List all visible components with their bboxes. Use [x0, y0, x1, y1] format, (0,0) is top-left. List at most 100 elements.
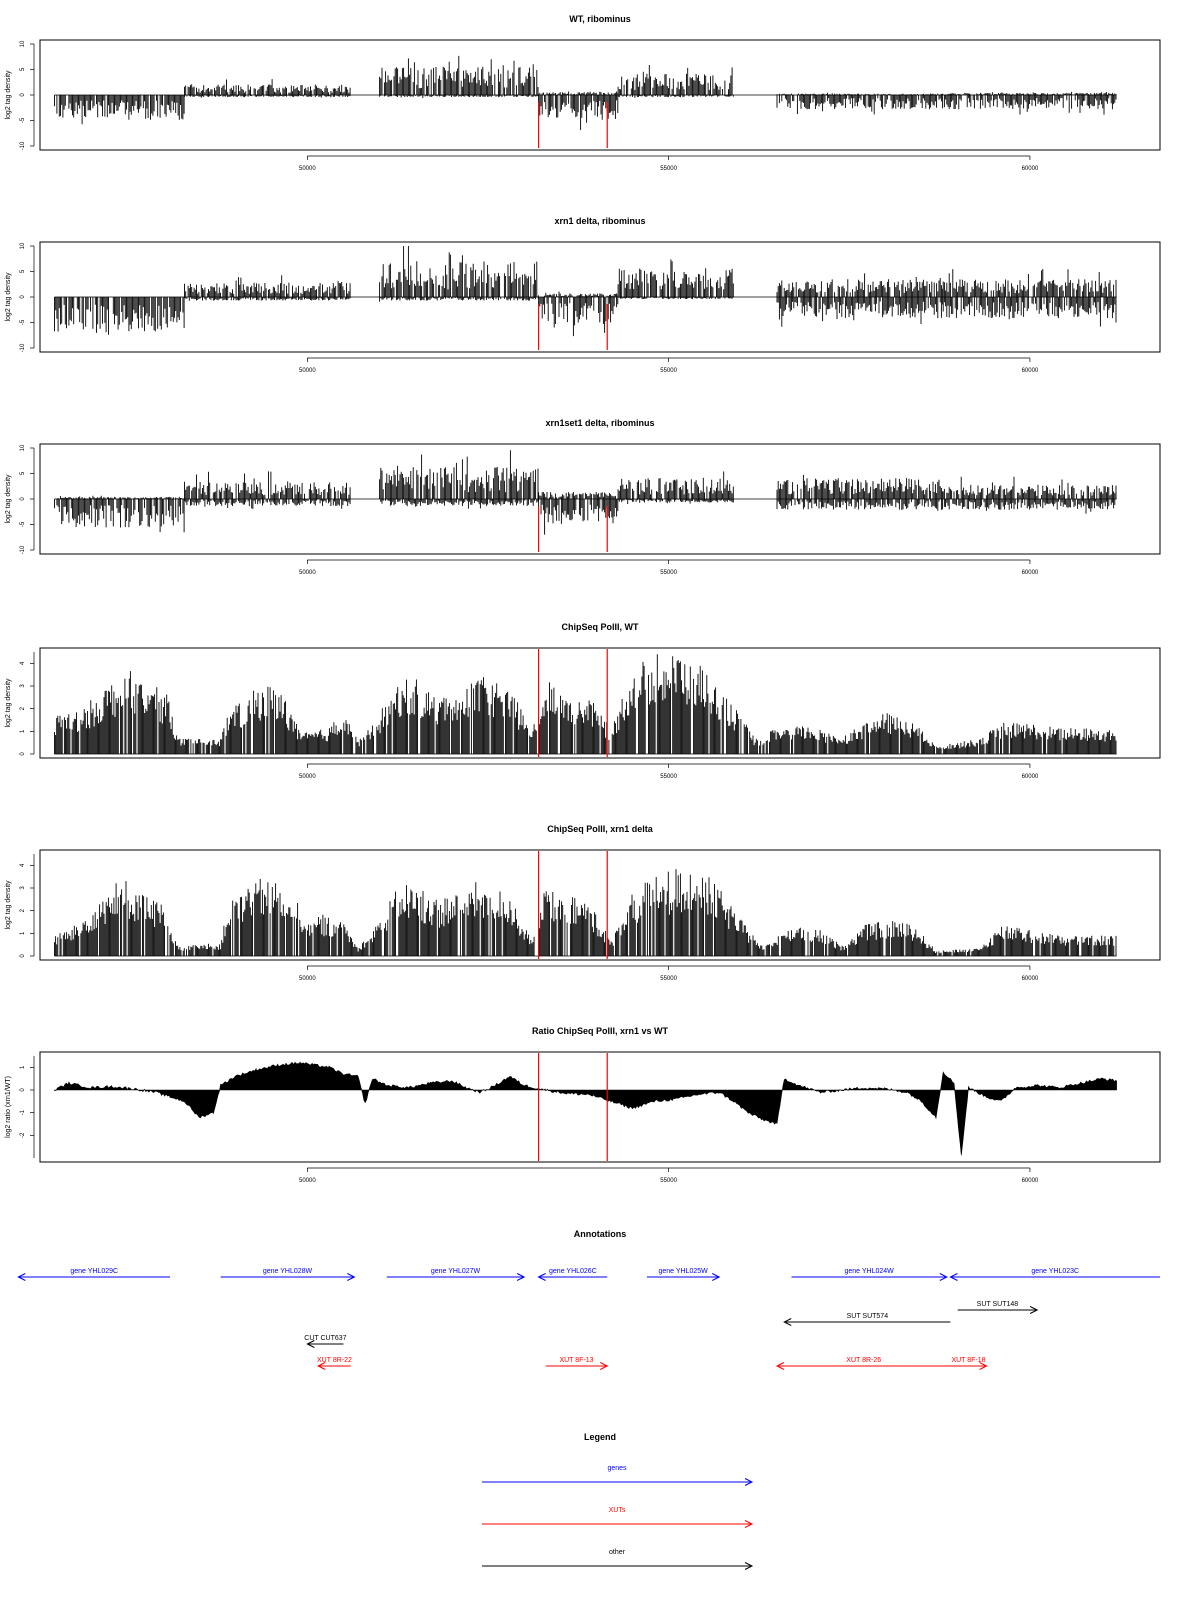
y-tick-label: 0 — [20, 93, 26, 97]
y-tick-label: -1 — [20, 1109, 26, 1115]
x-tick-label: 55000 — [660, 368, 677, 374]
y-tick-label: 0 — [20, 497, 26, 501]
y-tick-label: 0 — [20, 1088, 26, 1092]
plot-frame — [39, 849, 1161, 961]
arrow-head — [600, 1362, 609, 1370]
legend-arrow — [482, 1520, 754, 1528]
annotation-arrow — [646, 1273, 721, 1281]
annotation-arrow — [957, 1306, 1039, 1314]
legend-title: Legend — [584, 1432, 616, 1442]
x-tick-label: 55000 — [660, 570, 677, 576]
annotation-label: XUT 8R-26 — [846, 1357, 881, 1364]
y-tick-label: 10 — [20, 444, 26, 451]
legend-label: other — [609, 1549, 626, 1556]
plot-frame — [39, 39, 1161, 151]
y-tick-label: 3 — [20, 886, 26, 890]
annotation-label: gene YHL029C — [70, 1268, 118, 1275]
legend-arrow — [482, 1478, 754, 1486]
x-tick-label: 50000 — [299, 976, 316, 982]
x-tick-label: 55000 — [660, 1178, 677, 1184]
y-tick-label: 10 — [20, 40, 26, 47]
y-axis-label: log2 tag density — [5, 678, 12, 728]
x-tick-label: 60000 — [1022, 166, 1039, 172]
arrow-head — [17, 1273, 26, 1281]
chart-panel-6: Ratio ChipSeq PolII, xrn1 vs WT 1 0 -1 -2 log… — [5, 1026, 1161, 1184]
plot-frame — [39, 647, 1161, 759]
y-tick-label: -5 — [20, 319, 26, 325]
y-axis-label: log2 tag density — [5, 70, 12, 120]
annotation-label: XUT 8R-22 — [317, 1357, 352, 1364]
annotation-label: XUT 8F-18 — [951, 1357, 985, 1364]
x-tick-label: 50000 — [299, 1178, 316, 1184]
chart-panel-4: ChipSeq PolII, WT 4 3 2 1 0 log2 tag density 50… — [5, 622, 1161, 780]
x-tick-label: 60000 — [1022, 1178, 1039, 1184]
annotation-label: gene YHL028W — [263, 1268, 313, 1275]
legend-label: XUTs — [609, 1507, 626, 1514]
plot-data — [54, 55, 1117, 148]
y-axis-label: log2 ratio (xrn1/WT) — [5, 1076, 12, 1138]
plot-frame — [39, 443, 1161, 555]
chart-panel-2: xrn1 delta, ribominus 10 5 0 -5 -10 log2 tag d… — [5, 216, 1161, 374]
y-tick-label: 1 — [20, 1065, 26, 1069]
y-tick-label: 2 — [20, 706, 26, 710]
annotation-label: SUT SUT574 — [847, 1313, 889, 1320]
x-tick-label: 55000 — [660, 774, 677, 780]
y-tick-label: -5 — [20, 117, 26, 123]
x-tick-label: 60000 — [1022, 570, 1039, 576]
y-tick-label: 2 — [20, 908, 26, 912]
annotation-label: gene YHL027W — [431, 1268, 481, 1275]
annotation-arrow — [791, 1273, 948, 1281]
annotation-arrow — [545, 1362, 609, 1370]
y-tick-label: 5 — [20, 269, 26, 273]
density-bars — [54, 55, 1117, 130]
y-tick-label: 1 — [20, 931, 26, 935]
polii-density-bars — [54, 869, 1117, 956]
chart-title: ChipSeq PolII, xrn1 delta — [547, 824, 654, 834]
arrow-head — [949, 1273, 958, 1281]
arrow-head — [1029, 1306, 1039, 1314]
x-tick-label: 50000 — [299, 774, 316, 780]
annotation-arrow — [950, 1362, 988, 1370]
annotation-label: XUT 8F-13 — [559, 1357, 593, 1364]
polii-density-bars — [54, 654, 1117, 754]
y-tick-label: 5 — [20, 67, 26, 71]
x-tick-label: 50000 — [299, 166, 316, 172]
annotation-label: gene YHL026C — [549, 1268, 597, 1275]
y-tick-label: 4 — [20, 661, 26, 665]
chart-title: xrn1 delta, ribominus — [554, 216, 645, 226]
annotation-arrow — [775, 1362, 951, 1370]
arrow-head — [939, 1273, 948, 1281]
arrow-head — [347, 1273, 356, 1281]
y-tick-label: -2 — [20, 1132, 26, 1138]
y-tick-label: -10 — [20, 343, 26, 352]
plot-data — [54, 450, 1117, 552]
arrow-head — [979, 1362, 988, 1370]
plot-data — [54, 246, 1117, 350]
plot-data — [54, 649, 1117, 757]
annotation-arrow — [220, 1273, 356, 1281]
annotation-label: gene YHL023C — [1031, 1268, 1079, 1275]
y-tick-label: 3 — [20, 684, 26, 688]
chart-title: ChipSeq PolII, WT — [562, 622, 639, 632]
chart-title: xrn1set1 delta, ribominus — [545, 418, 654, 428]
x-tick-label: 50000 — [299, 570, 316, 576]
density-bars — [54, 450, 1117, 535]
annotation-arrow — [317, 1362, 351, 1370]
arrow-head — [516, 1273, 526, 1281]
arrow-head — [317, 1362, 326, 1370]
chart-panel-5: ChipSeq PolII, xrn1 delta 4 3 2 1 0 log2 tag d… — [5, 824, 1161, 982]
annotation-arrow — [17, 1273, 171, 1281]
y-tick-label: 5 — [20, 471, 26, 475]
y-tick-label: -10 — [20, 545, 26, 554]
x-tick-label: 60000 — [1022, 368, 1039, 374]
x-tick-label: 60000 — [1022, 774, 1039, 780]
arrow-head — [783, 1318, 792, 1326]
annotation-label: CUT CUT637 — [304, 1335, 346, 1342]
annotation-label: gene YHL024W — [845, 1268, 895, 1275]
y-tick-label: 1 — [20, 729, 26, 733]
y-tick-label: -10 — [20, 141, 26, 150]
arrow-head — [744, 1520, 754, 1528]
legend-label: genes — [607, 1465, 627, 1472]
